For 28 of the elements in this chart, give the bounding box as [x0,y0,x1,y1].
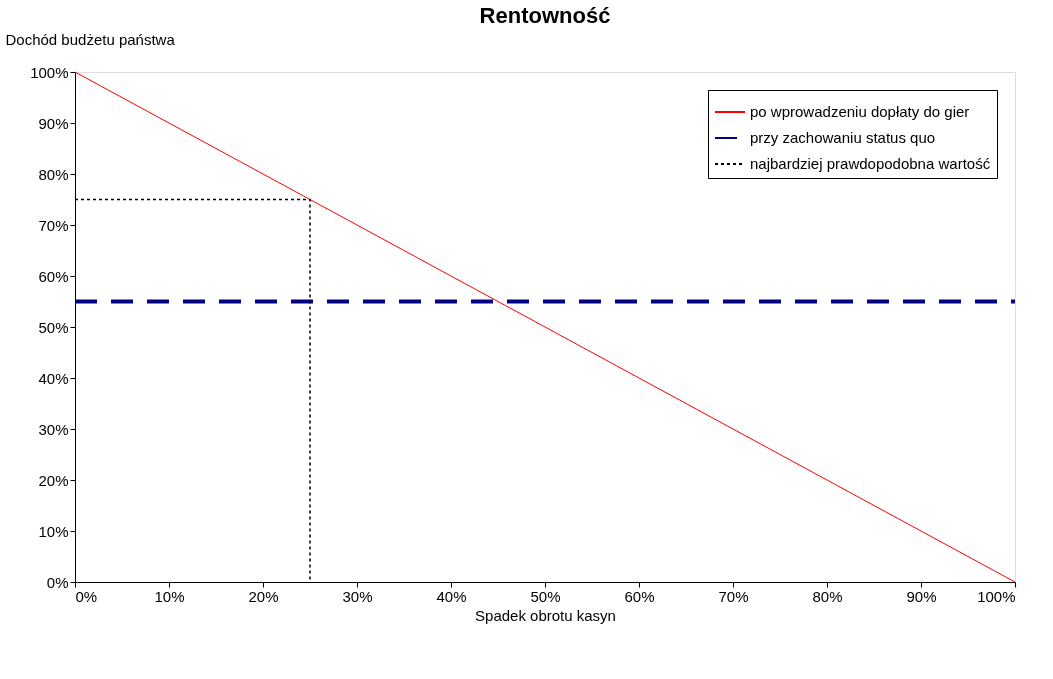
x-tick-label: 40% [436,587,467,605]
y-axis-title: Dochód budżetu państwa [5,30,176,48]
x-tick-label: 100% [977,587,1016,605]
y-tick-label: 60% [38,267,69,285]
y-tick-label: 0% [46,573,69,591]
y-tick-label: 30% [38,420,69,438]
x-tick-label: 90% [906,587,937,605]
legend-label: przy zachowaniu status quo [750,129,936,146]
x-tick-label: 60% [624,587,655,605]
y-tick-label: 40% [38,369,69,387]
y-tick-label: 50% [38,318,69,336]
legend-label: po wprowadzeniu dopłaty do gier [750,103,970,120]
y-tick-label: 100% [30,63,69,81]
x-tick-label: 30% [342,587,373,605]
chart-title: Rentowność [479,3,611,28]
x-tick-label: 50% [530,587,561,605]
y-tick-label: 10% [38,522,69,540]
legend-label: najbardziej prawdopodobna wartość [750,155,991,172]
y-tick-label: 20% [38,471,69,489]
y-tick-label: 90% [38,114,69,132]
x-tick-label: 0% [75,587,98,605]
x-tick-label: 80% [812,587,843,605]
x-tick-label: 70% [718,587,749,605]
y-tick-label: 80% [38,165,69,183]
x-axis-title: Spadek obrotu kasyn [475,606,616,624]
y-tick-label: 70% [38,216,69,234]
x-tick-label: 10% [154,587,185,605]
x-tick-label: 20% [248,587,279,605]
